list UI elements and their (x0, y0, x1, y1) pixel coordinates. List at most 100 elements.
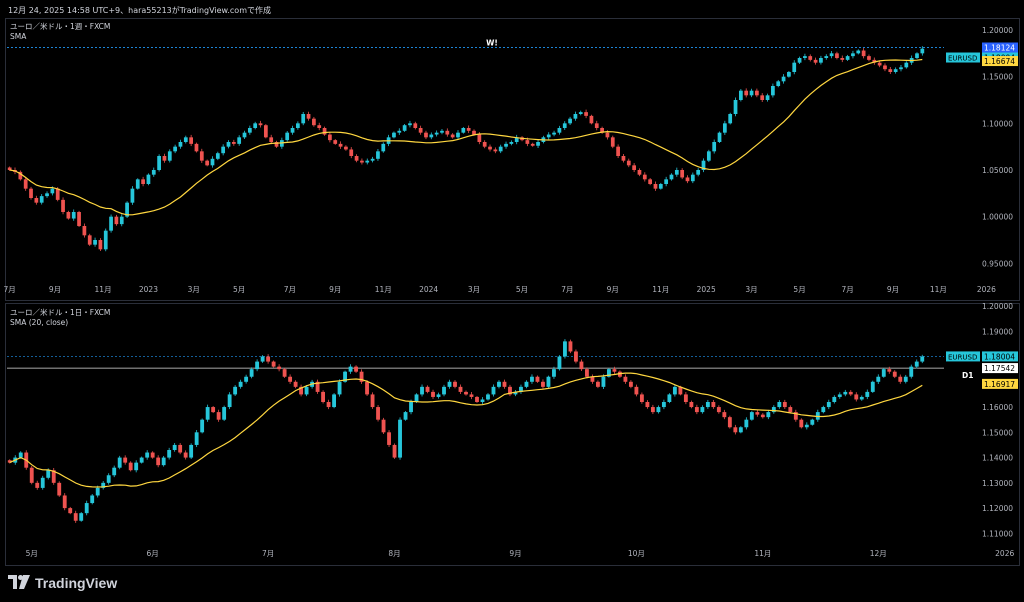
daily-indicator-label[interactable]: SMA (20, close) (10, 318, 69, 327)
weekly-chart-group: 1.20000 1.15000 1.10000 1.05000 1.00000 0.950… (4, 26, 1018, 294)
daily-candle-body (249, 369, 254, 377)
weekly-candle-body (781, 76, 786, 82)
weekly-candle-body (103, 230, 108, 250)
weekly-x-tick-label: 11月 (95, 285, 112, 294)
weekly-symbol-tag-box (946, 52, 980, 63)
weekly-reference-label: W! (486, 39, 498, 48)
weekly-indicator-label[interactable]: SMA (10, 32, 27, 41)
weekly-candle-body (146, 174, 151, 184)
daily-candle-body (337, 381, 342, 395)
daily-x-tick-label: 9月 (509, 549, 521, 558)
weekly-candle-body (824, 56, 829, 58)
daily-candle-body (7, 460, 12, 463)
daily-chart-panel[interactable] (5, 303, 1020, 566)
daily-x-tick-label: 8月 (388, 549, 400, 558)
weekly-candle-body (610, 137, 615, 147)
weekly-candle-body (290, 128, 295, 133)
weekly-x-tick-label: 5月 (516, 285, 528, 294)
weekly-candle-body (696, 170, 701, 175)
weekly-candle-body (738, 90, 743, 100)
weekly-candle-body (904, 62, 909, 68)
daily-y-tick-label: 1.13000 (982, 479, 1013, 488)
daily-y-tick-label: 1.16000 (982, 403, 1013, 412)
daily-candle-body (689, 402, 694, 408)
weekly-candle-body (55, 188, 60, 200)
weekly-x-tick-label: 5月 (793, 285, 805, 294)
daily-candle-body (216, 412, 221, 420)
weekly-candle-body (808, 56, 813, 60)
daily-candle-body (112, 467, 117, 476)
weekly-price-label: 1.18124 (984, 44, 1015, 53)
weekly-candle-body (562, 123, 567, 128)
weekly-x-tick-label: 5月 (233, 285, 245, 294)
weekly-candle-body (66, 212, 71, 219)
daily-y-tick-label: 1.12000 (982, 504, 1013, 513)
weekly-candle-body (915, 53, 919, 58)
daily-candle-body (381, 419, 386, 433)
daily-candle-body (183, 452, 188, 458)
weekly-candle-body (183, 137, 188, 142)
daily-candle-body (123, 457, 128, 463)
weekly-candle-body (749, 90, 754, 96)
daily-candle-body (447, 381, 452, 387)
daily-candle-body (744, 419, 749, 428)
daily-chart-group: 1.200001.190001.180001.170001.160001.150… (7, 302, 1018, 558)
weekly-candle-body (162, 156, 167, 161)
daily-candle-body (29, 467, 34, 483)
daily-candle-body (617, 371, 622, 377)
weekly-candle-body (429, 134, 434, 138)
weekly-x-tick-label: 7月 (4, 285, 16, 294)
weekly-candle-body (578, 112, 583, 114)
daily-candle-body (255, 361, 260, 370)
daily-y-tick-label: 1.15000 (982, 428, 1013, 437)
weekly-candle-body (690, 174, 695, 182)
daily-candle-body (497, 381, 501, 387)
weekly-candle-body (637, 170, 642, 175)
weekly-candle-body (301, 114, 306, 124)
weekly-candle-body (194, 143, 199, 152)
daily-candle-body (782, 402, 787, 408)
weekly-candle-body (877, 62, 882, 66)
chart-caption: 12月 24, 2025 14:58 UTC+9、hara55213がTradi… (8, 6, 271, 15)
daily-candle-body (508, 386, 512, 395)
daily-candle-body (705, 402, 710, 408)
daily-candle-body (606, 369, 611, 377)
weekly-candle-body (71, 212, 76, 219)
daily-candle-body (623, 376, 628, 382)
weekly-candle-body (498, 146, 503, 152)
weekly-candle-body (546, 134, 551, 138)
weekly-x-tick-label: 7月 (284, 285, 296, 294)
daily-candle-body (574, 351, 578, 362)
weekly-x-tick-label: 7月 (561, 285, 573, 294)
weekly-candle-body (722, 123, 727, 133)
weekly-candle-body (226, 142, 231, 147)
weekly-candle-body (93, 240, 97, 245)
weekly-x-tick-label: 11月 (930, 285, 947, 294)
weekly-candle-body (861, 50, 866, 57)
weekly-x-tick-label: 9月 (49, 285, 61, 294)
weekly-candle-body (434, 132, 439, 135)
weekly-candle-body (552, 132, 556, 135)
daily-candle-body (480, 399, 485, 402)
weekly-candle-body (899, 67, 903, 70)
weekly-x-tick-label: 2025 (697, 285, 716, 294)
daily-candle-body (733, 427, 738, 433)
daily-price-label: 1.18004 (984, 352, 1015, 361)
weekly-candle-body (856, 50, 861, 54)
weekly-candle-body (584, 112, 588, 116)
daily-candle-body (524, 381, 529, 387)
daily-candle-body (639, 394, 644, 402)
weekly-candle-body (34, 198, 39, 203)
weekly-candle-body (381, 143, 386, 152)
weekly-candle-body (712, 142, 717, 152)
daily-candle-body (848, 391, 853, 395)
daily-candle-body (799, 419, 804, 428)
daily-candle-body (57, 482, 62, 496)
weekly-chart-title-block: ユーロ／米ドル・1週・FXCM SMA (10, 22, 110, 42)
daily-price-label-box (982, 378, 1018, 389)
weekly-chart-panel[interactable] (5, 18, 1020, 301)
daily-candle-body (178, 444, 183, 453)
weekly-candle-body (199, 151, 204, 161)
daily-candle-body (62, 495, 67, 509)
